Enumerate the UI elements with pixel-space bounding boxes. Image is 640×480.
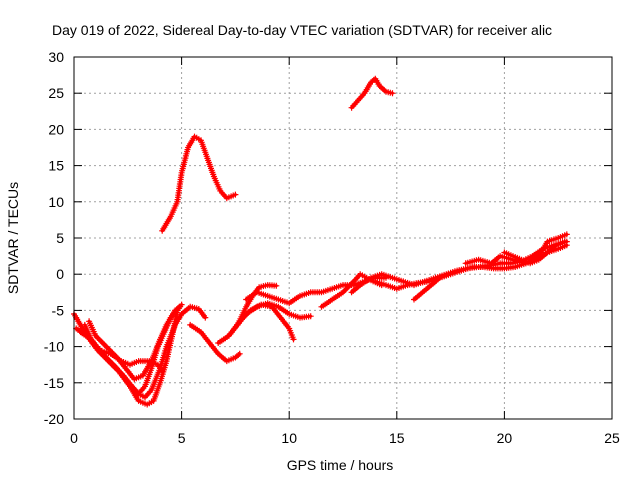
series-markers [86,311,176,383]
x-tick-label: 0 [70,430,78,446]
x-tick-label: 25 [604,430,620,446]
y-tick-label: 25 [48,85,64,101]
y-tick-label: -5 [52,302,65,318]
chart-title: Day 019 of 2022, Sidereal Day-to-day VTE… [52,22,552,38]
y-tick-label: -15 [44,375,64,391]
series-layer [71,75,570,408]
series-markers [71,303,209,401]
x-tick-label: 15 [389,430,405,446]
series-arc-6 [159,133,239,234]
series-markers [234,300,314,328]
series-markers [187,321,243,365]
series-arc-15 [411,271,452,303]
x-axis-label: GPS time / hours [287,457,394,473]
series-arc-18 [348,75,396,111]
y-tick-label: 30 [48,49,64,65]
y-tick-label: 15 [48,158,64,174]
y-tick-label: -10 [44,339,64,355]
series-markers [348,75,396,111]
x-tick-label: 20 [497,430,513,446]
y-tick-label: 5 [56,230,64,246]
tick-layer: 0 5 10 15 20 25 -20 -15 -10 -5 0 5 10 15 20 25 30 [44,49,620,446]
series-arc-1 [71,303,209,401]
series-arc-10 [234,300,314,328]
series-markers [159,133,239,234]
y-tick-label: 0 [56,266,64,282]
y-tick-label: 20 [48,121,64,137]
x-tick-label: 5 [178,430,186,446]
series-arc-5 [86,311,176,383]
series-markers [501,238,570,267]
series-arc-17 [501,238,570,267]
y-axis-label: SDTVAR / TECUs [5,182,21,294]
series-arc-7 [187,321,243,365]
y-tick-label: -20 [44,411,64,427]
grid-layer [74,57,612,419]
y-tick-label: 10 [48,194,64,210]
series-markers [411,271,452,303]
series-trace [72,305,207,399]
x-tick-label: 10 [281,430,297,446]
